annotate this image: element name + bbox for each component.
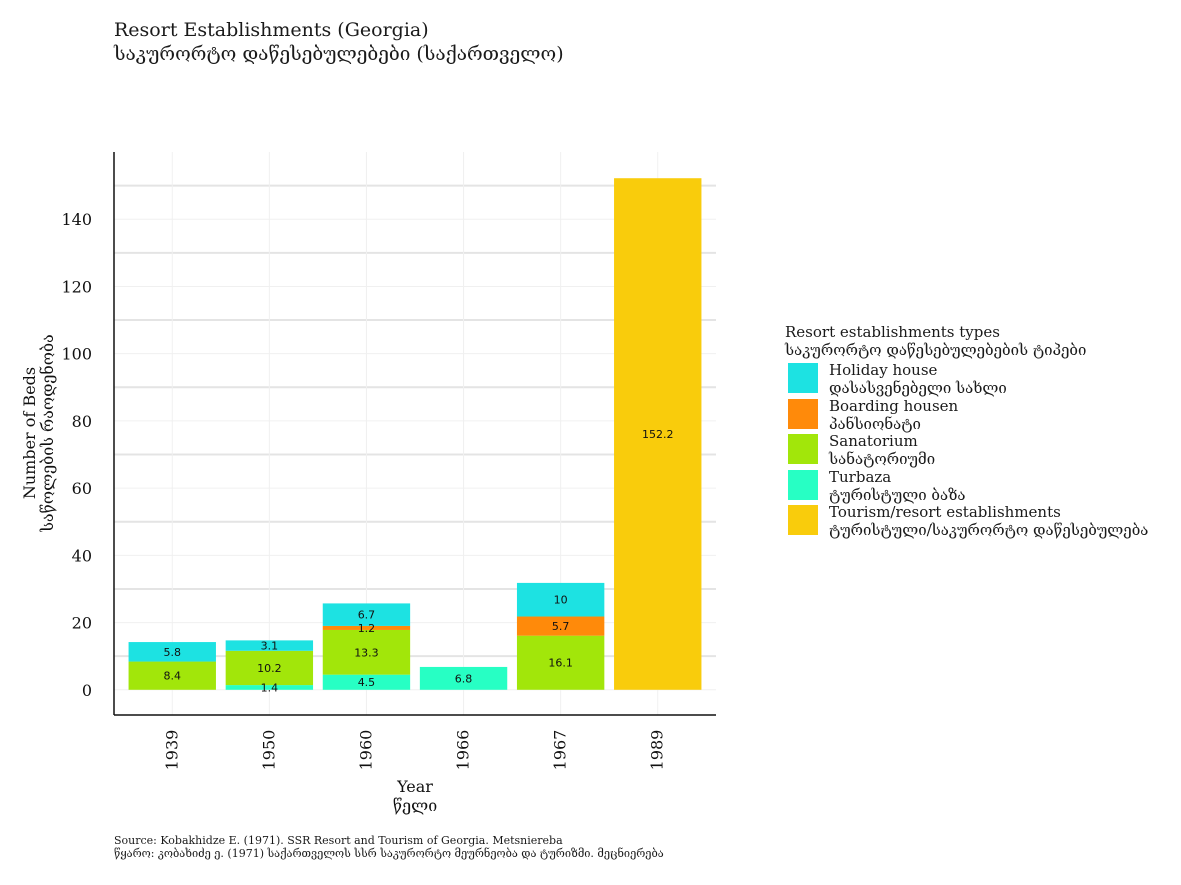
data-labels: 8.4 5.8 1.4 10.2 3.1 4.5 13.3 1.26.7 6.8 16.1 5.7 1… — [164, 428, 674, 694]
bar-segment — [419, 666, 508, 690]
legend-label-line1: Boarding housen — [829, 396, 959, 415]
legend-title: Resort establishments types საკურორტო და… — [785, 323, 1086, 359]
legend-label: Holiday house დასასვენებელი სახლი — [829, 361, 1007, 397]
legend-items: Holiday house დასასვენებელი სახლი Boarding… — [785, 359, 1148, 539]
bars — [128, 178, 702, 690]
y-tick-label: 140 — [61, 210, 92, 229]
bar-segment — [516, 635, 605, 690]
y-tick-label: 100 — [61, 345, 92, 364]
data-label: 3.1 — [261, 640, 279, 653]
x-tick-label: 1966 — [454, 730, 473, 771]
data-label: 16.1 — [548, 657, 573, 670]
chart-title-line1: Resort Establishments (Georgia) — [114, 19, 429, 41]
bar-segment — [322, 603, 411, 626]
legend-label-line2: პანსიონატი — [829, 414, 921, 433]
data-label: 1.4 — [261, 681, 279, 694]
bar-segment — [225, 640, 314, 651]
bar-segment — [322, 629, 411, 675]
bar-segment — [128, 661, 216, 690]
legend-label-line1: Tourism/resort establishments — [829, 503, 1061, 521]
legend-label-line2: ტურისტული/საკურორტო დაწესებულება — [829, 521, 1149, 539]
legend-title-line1: Resort establishments types — [785, 323, 1000, 341]
chart-title-line2: საკურორტო დაწესებულებები (საქართველო) — [114, 43, 564, 65]
y-tick-label: 20 — [72, 614, 92, 633]
data-label: 152.2 — [642, 428, 674, 441]
x-tick-label: 1950 — [259, 730, 278, 771]
bar-segment — [322, 625, 411, 630]
y-tick-label: 0 — [82, 681, 92, 700]
data-label: 4.5 — [358, 676, 376, 689]
legend-key — [788, 505, 818, 535]
y-tick-label: 120 — [61, 277, 92, 296]
legend-key — [788, 434, 818, 464]
y-axis-title-line2: საწოლების რაოდენობა — [38, 334, 57, 533]
legend-label-line1: Turbaza — [829, 467, 892, 486]
legend-label: Turbaza ტურისტული ბაზა — [829, 468, 965, 504]
bar-segment — [614, 178, 702, 690]
data-label: 10.2 — [257, 662, 282, 675]
x-tick-label: 1939 — [162, 730, 181, 771]
y-axis-title-line1: Number of Beds — [20, 367, 39, 499]
legend-key — [788, 398, 818, 429]
legend-label-line2: ტურისტული ბაზა — [829, 485, 966, 504]
data-label: 5.7 — [552, 620, 570, 633]
x-tick-label: 1967 — [551, 730, 570, 771]
legend-label-line2: დასასვენებელი სახლი — [829, 379, 1007, 397]
legend-item: Boarding housen პანსიონატი — [785, 395, 1086, 433]
source-line1: Source: Kobakhidze E. (1971). SSR Resort… — [114, 834, 563, 847]
y-tick-label: 40 — [72, 546, 92, 565]
data-label: 1.2 — [358, 622, 376, 635]
x-axis-title-line2: წელი — [393, 796, 437, 815]
legend-label: Tourism/resort establishments ტურისტული/ს… — [829, 503, 1148, 539]
bar-segment — [322, 674, 411, 690]
x-tick-label: 1989 — [648, 730, 667, 771]
data-label: 6.7 — [358, 609, 376, 622]
legend-title-line2: საკურორტო დაწესებულებების ტიპები — [785, 341, 1087, 359]
legend-label-line1: Holiday house — [829, 361, 938, 379]
legend-label-line2: სანატორიუმი — [829, 450, 936, 468]
x-axis-title-line1: Year — [396, 777, 433, 796]
y-tick-label: 80 — [72, 412, 92, 431]
legend-item: Turbaza ტურისტული ბაზა — [785, 466, 1086, 504]
source-line2: წყარო: კობახიძე ე. (1971) საქართველოს სს… — [114, 847, 664, 860]
legend-item: Holiday house დასასვენებელი სახლი — [785, 359, 1086, 397]
bar-segment — [225, 650, 314, 686]
legend: Resort establishments types საკურორტო და… — [785, 323, 1148, 539]
legend-label-line1: Sanatorium — [829, 432, 918, 450]
bar-segment — [225, 685, 314, 690]
bar-segment — [516, 582, 605, 617]
data-label: 5.8 — [164, 646, 182, 659]
data-label: 13.3 — [354, 646, 379, 659]
data-label: 6.8 — [455, 672, 473, 685]
bar-segment — [516, 616, 605, 636]
legend-label: Sanatorium სანატორიუმი — [829, 432, 935, 468]
source-note: Source: Kobakhidze E. (1971). SSR Resort… — [114, 834, 664, 860]
chart-title: Resort Establishments (Georgia) საკურორტ… — [114, 18, 564, 66]
bar-segment — [128, 642, 216, 662]
y-tick-label: 60 — [72, 479, 92, 498]
legend-item: Sanatorium სანატორიუმი — [785, 430, 1086, 468]
legend-key — [788, 469, 818, 500]
legend-label: Boarding housen პანსიონატი — [829, 397, 958, 433]
data-label: 8.4 — [164, 670, 182, 683]
legend-key — [788, 363, 818, 393]
legend-item: Tourism/resort establishments ტურისტული/ს… — [785, 501, 1148, 539]
x-tick-label: 1960 — [356, 730, 375, 771]
data-label: 10 — [554, 594, 568, 607]
